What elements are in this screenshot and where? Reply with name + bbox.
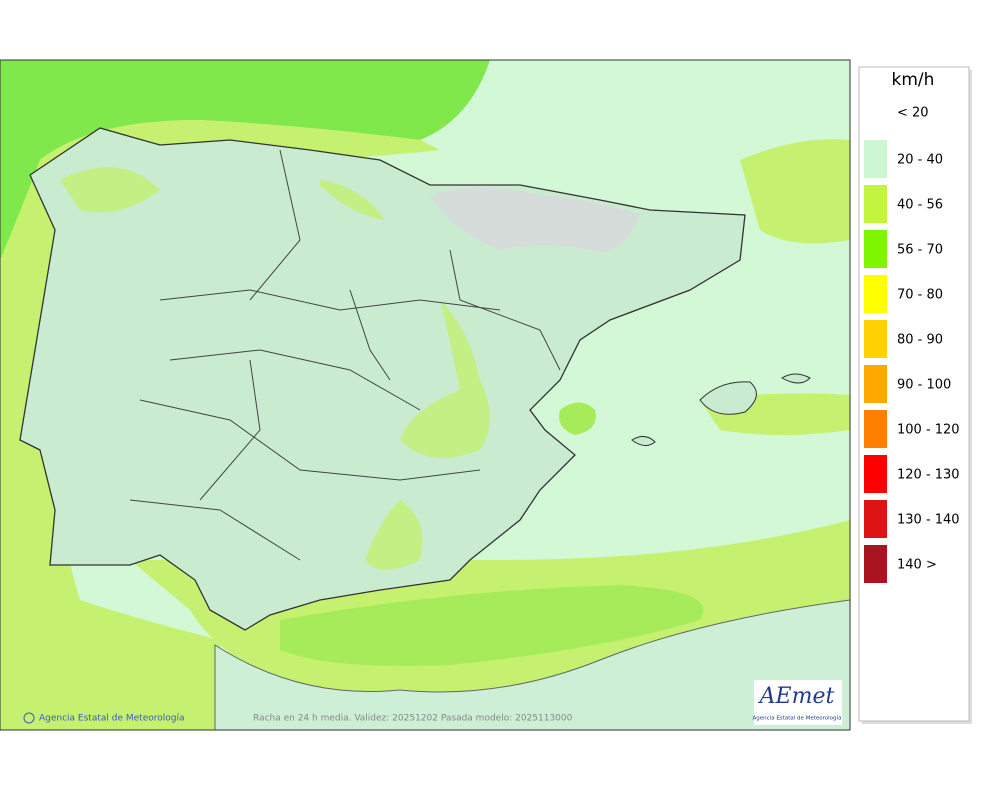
- legend-title: km/h: [892, 70, 935, 90]
- logo: AEmet: [758, 684, 835, 709]
- caption: Racha en 24 h media. Validez: 20251202 P…: [253, 714, 573, 724]
- legend-swatch: [864, 410, 887, 448]
- legend-swatch: [864, 140, 887, 178]
- legend-label: 120 - 130: [897, 468, 960, 483]
- legend-swatch: [864, 275, 887, 313]
- legend-swatch: [864, 185, 887, 223]
- legend-label: 56 - 70: [897, 243, 943, 258]
- legend-swatch: [864, 320, 887, 358]
- copyright-icon: [23, 712, 35, 724]
- legend-label: 130 - 140: [897, 513, 960, 528]
- credit: Agencia Estatal de Meteorología: [39, 714, 185, 724]
- legend-label: 40 - 56: [897, 198, 943, 213]
- map: [0, 60, 850, 730]
- legend-swatch: [864, 365, 887, 403]
- legend-label: 70 - 80: [897, 288, 943, 303]
- logo-subtitle: Agencia Estatal de Meteorología: [753, 715, 842, 722]
- legend-swatch: [864, 230, 887, 268]
- legend-label: 20 - 40: [897, 153, 943, 168]
- legend-label: 90 - 100: [897, 378, 951, 393]
- logo-box: [754, 680, 842, 725]
- legend-label: 100 - 120: [897, 423, 960, 438]
- legend-label: 80 - 90: [897, 333, 943, 348]
- legend-swatch: [864, 545, 887, 583]
- legend-swatch: [864, 455, 887, 493]
- legend-label: 140 >: [897, 558, 937, 573]
- legend-swatch: [864, 95, 887, 133]
- legend-label: < 20: [897, 106, 929, 121]
- legend-swatch: [864, 500, 887, 538]
